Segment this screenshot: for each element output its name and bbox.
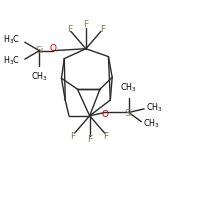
Text: F: F — [100, 24, 105, 33]
Text: F: F — [104, 132, 109, 141]
Text: F: F — [71, 132, 76, 141]
Text: Si: Si — [35, 46, 43, 55]
Text: F: F — [83, 20, 88, 29]
Text: Si: Si — [125, 109, 133, 118]
Text: O: O — [50, 44, 57, 53]
Text: F: F — [67, 24, 72, 33]
Text: CH$_3$: CH$_3$ — [31, 70, 48, 83]
Text: H$_3$C: H$_3$C — [3, 55, 20, 67]
Text: CH$_3$: CH$_3$ — [120, 81, 137, 94]
Text: F: F — [87, 135, 92, 144]
Text: CH$_3$: CH$_3$ — [143, 117, 160, 130]
Text: O: O — [101, 110, 108, 119]
Text: CH$_3$: CH$_3$ — [146, 101, 163, 114]
Text: H$_3$C: H$_3$C — [3, 34, 20, 46]
